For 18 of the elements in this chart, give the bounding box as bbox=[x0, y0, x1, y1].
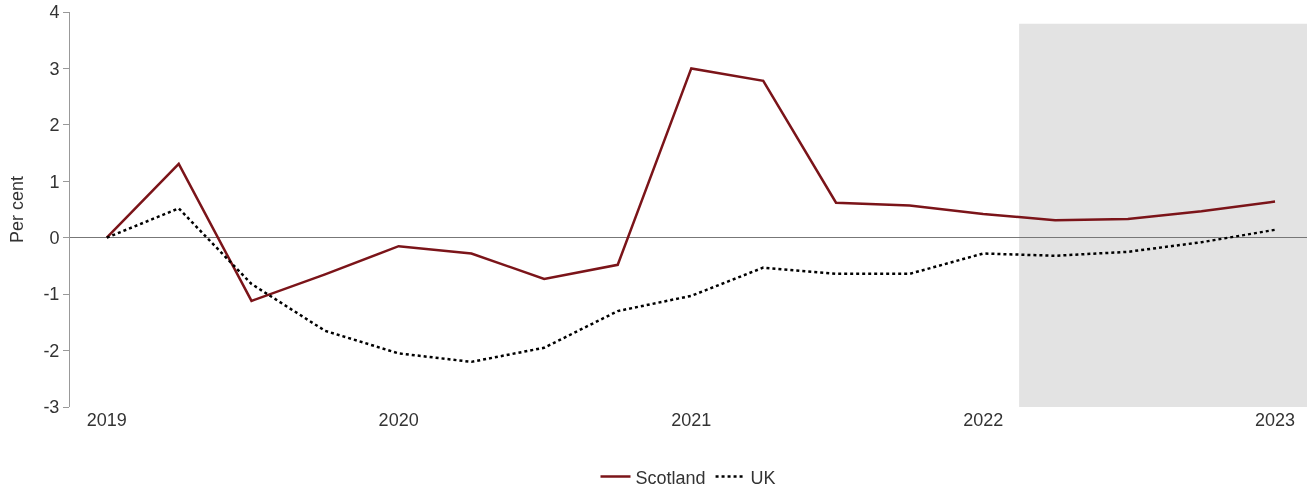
y-tick-label: 3 bbox=[49, 58, 60, 79]
x-tick-label: 2019 bbox=[86, 410, 127, 430]
legend-label: UK bbox=[750, 467, 776, 488]
y-tick-label: -1 bbox=[43, 284, 60, 305]
y-tick-label: -2 bbox=[43, 340, 60, 361]
y-tick-label: -3 bbox=[43, 397, 60, 418]
x-tick-label: 2022 bbox=[963, 410, 1004, 430]
y-tick-label: 4 bbox=[49, 2, 60, 23]
y-tick-label: 0 bbox=[49, 228, 60, 249]
x-tick-label: 2021 bbox=[671, 410, 712, 430]
line-series bbox=[105, 67, 1277, 303]
line-series bbox=[105, 207, 1277, 364]
legend-label: Scotland bbox=[635, 467, 706, 488]
y-tick-label: 2 bbox=[49, 115, 60, 136]
y-tick-label: 1 bbox=[49, 171, 60, 192]
x-tick-label: 2023 bbox=[1255, 410, 1296, 430]
x-tick-label: 2020 bbox=[378, 410, 419, 430]
y-axis-title: Per cent bbox=[6, 175, 27, 244]
